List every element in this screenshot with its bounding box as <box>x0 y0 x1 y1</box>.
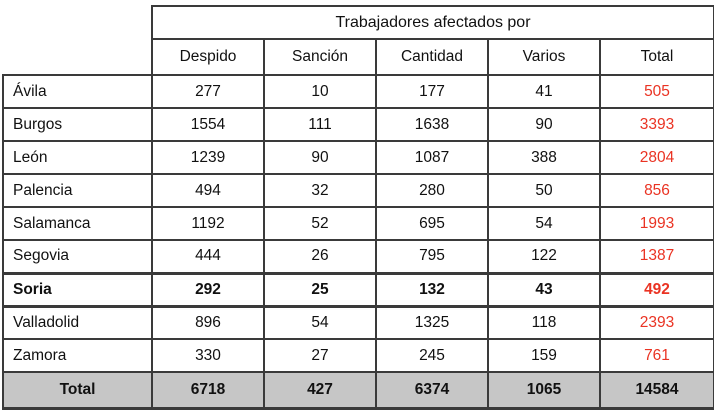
province-name: Burgos <box>2 107 153 142</box>
total-row-label: Total <box>2 371 153 410</box>
cell-total: 2393 <box>599 305 714 340</box>
cell-sancion: 26 <box>263 239 377 274</box>
table-row: Valladolid 896 54 1325 118 2393 <box>2 305 714 340</box>
cell-total: 3393 <box>599 107 714 142</box>
province-name: Valladolid <box>2 305 153 340</box>
column-header-row: Despido Sanción Cantidad Varios Total <box>3 38 714 76</box>
cell-cantidad: 795 <box>375 239 489 274</box>
total-despido: 6718 <box>151 371 265 410</box>
province-name: Salamanca <box>2 206 153 241</box>
cell-despido: 330 <box>151 338 265 373</box>
province-name: Segovia <box>2 239 153 274</box>
province-name: León <box>2 140 153 175</box>
cell-sancion: 10 <box>263 74 377 109</box>
cell-despido: 1192 <box>151 206 265 241</box>
corner-spacer <box>3 6 152 39</box>
cell-varios: 388 <box>487 140 601 175</box>
total-cantidad: 6374 <box>375 371 489 410</box>
table-row: Segovia 444 26 795 122 1387 <box>2 239 714 274</box>
col-header-sancion: Sanción <box>263 38 377 76</box>
cell-total: 492 <box>599 271 714 308</box>
col-header-cantidad: Cantidad <box>375 38 489 76</box>
cell-despido: 444 <box>151 239 265 274</box>
province-name: Zamora <box>2 338 153 373</box>
cell-total: 505 <box>599 74 714 109</box>
table-row: Ávila 277 10 177 41 505 <box>2 74 714 109</box>
cell-cantidad: 132 <box>375 271 489 308</box>
cell-total: 761 <box>599 338 714 373</box>
cell-despido: 292 <box>151 271 265 308</box>
table-title: Trabajadores afectados por <box>151 5 714 40</box>
table-title-row: Trabajadores afectados por <box>3 5 714 40</box>
cell-sancion: 27 <box>263 338 377 373</box>
table-body: Ávila 277 10 177 41 505 Burgos 1554 111 … <box>2 74 714 373</box>
cell-despido: 494 <box>151 173 265 208</box>
cell-cantidad: 280 <box>375 173 489 208</box>
cell-varios: 159 <box>487 338 601 373</box>
cell-total: 856 <box>599 173 714 208</box>
cell-cantidad: 245 <box>375 338 489 373</box>
cell-cantidad: 1638 <box>375 107 489 142</box>
cell-sancion: 111 <box>263 107 377 142</box>
cell-despido: 1239 <box>151 140 265 175</box>
cell-total: 1993 <box>599 206 714 241</box>
cell-total: 1387 <box>599 239 714 274</box>
cell-despido: 896 <box>151 305 265 340</box>
total-row: Total 6718 427 6374 1065 14584 <box>2 371 714 410</box>
province-name: Ávila <box>2 74 153 109</box>
table-row: Palencia 494 32 280 50 856 <box>2 173 714 208</box>
workers-affected-table: Trabajadores afectados por Despido Sanci… <box>2 5 714 410</box>
cell-varios: 41 <box>487 74 601 109</box>
cell-cantidad: 1087 <box>375 140 489 175</box>
cell-sancion: 54 <box>263 305 377 340</box>
cell-despido: 1554 <box>151 107 265 142</box>
cell-varios: 118 <box>487 305 601 340</box>
table-row: Zamora 330 27 245 159 761 <box>2 338 714 373</box>
corner-spacer <box>3 39 152 75</box>
col-header-despido: Despido <box>151 38 265 76</box>
province-name: Palencia <box>2 173 153 208</box>
cell-sancion: 52 <box>263 206 377 241</box>
cell-total: 2804 <box>599 140 714 175</box>
cell-sancion: 25 <box>263 271 377 308</box>
cell-cantidad: 177 <box>375 74 489 109</box>
cell-sancion: 32 <box>263 173 377 208</box>
cell-despido: 277 <box>151 74 265 109</box>
cell-varios: 122 <box>487 239 601 274</box>
col-header-total: Total <box>599 38 714 76</box>
table-row: Salamanca 1192 52 695 54 1993 <box>2 206 714 241</box>
cell-varios: 50 <box>487 173 601 208</box>
cell-cantidad: 1325 <box>375 305 489 340</box>
cell-varios: 90 <box>487 107 601 142</box>
table-row: León 1239 90 1087 388 2804 <box>2 140 714 175</box>
total-sancion: 427 <box>263 371 377 410</box>
total-varios: 1065 <box>487 371 601 410</box>
cell-varios: 43 <box>487 271 601 308</box>
cell-varios: 54 <box>487 206 601 241</box>
cell-cantidad: 695 <box>375 206 489 241</box>
table-row: Soria 292 25 132 43 492 <box>2 271 714 308</box>
total-grand: 14584 <box>599 371 714 410</box>
table-row: Burgos 1554 111 1638 90 3393 <box>2 107 714 142</box>
cell-sancion: 90 <box>263 140 377 175</box>
province-name: Soria <box>2 271 153 308</box>
col-header-varios: Varios <box>487 38 601 76</box>
